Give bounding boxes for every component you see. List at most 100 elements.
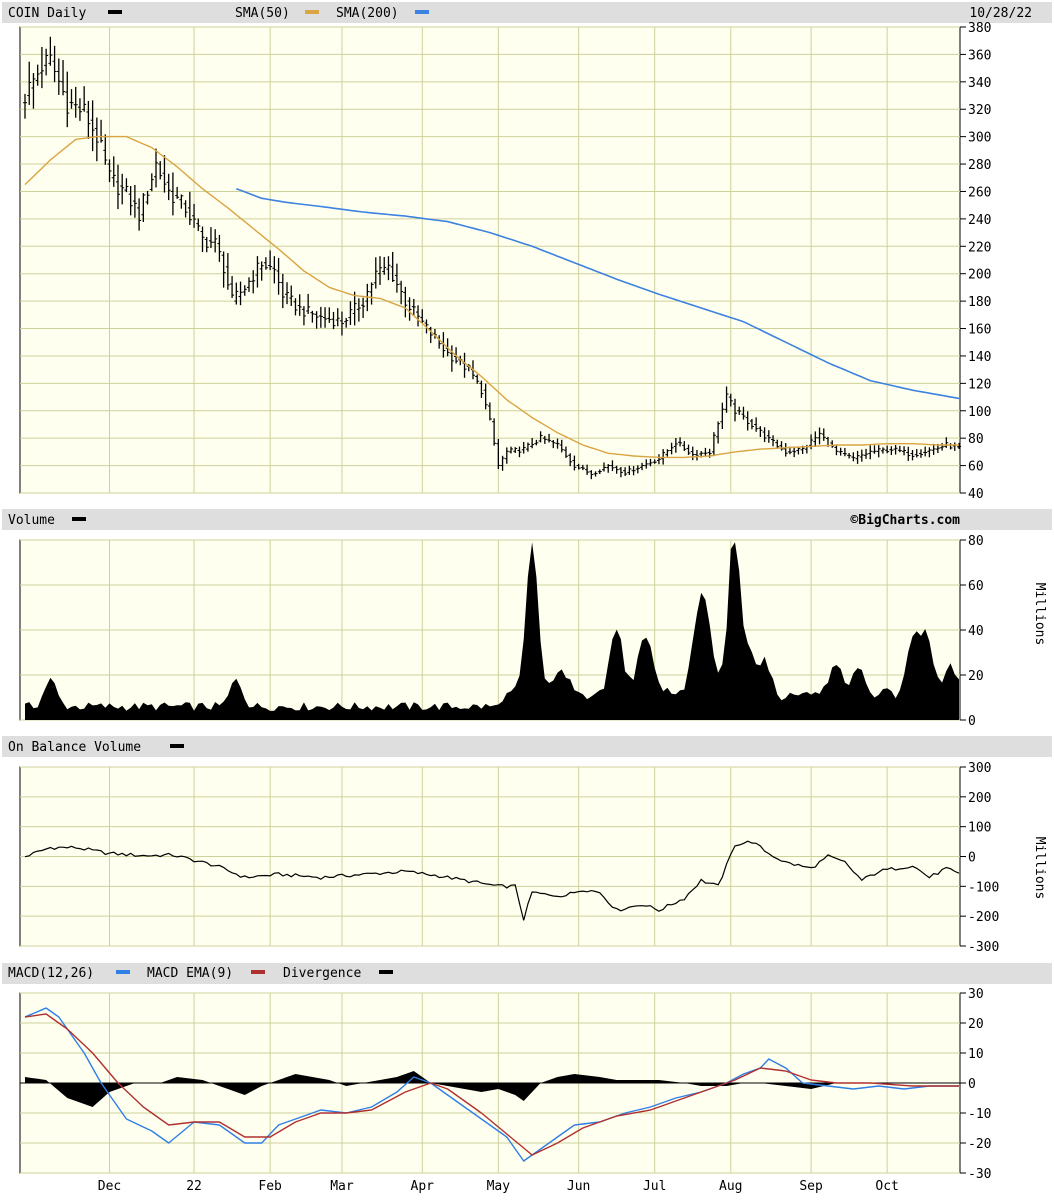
price-bar bbox=[103, 134, 108, 165]
divergence-histogram bbox=[25, 1071, 959, 1107]
price-bar bbox=[534, 439, 539, 446]
price-bar bbox=[263, 257, 268, 270]
sma50-legend-label: SMA(50) bbox=[235, 6, 290, 21]
price-bar bbox=[285, 282, 290, 305]
sma200-legend-swatch bbox=[415, 10, 429, 14]
x-axis-label: 22 bbox=[186, 1179, 202, 1194]
divergence-legend-swatch bbox=[379, 970, 393, 974]
price-bar bbox=[356, 298, 361, 322]
price-bar bbox=[272, 256, 277, 284]
price-bar bbox=[141, 193, 146, 222]
price-bar bbox=[107, 159, 112, 183]
obv-title: On Balance Volume bbox=[8, 740, 141, 755]
price-bar bbox=[716, 421, 721, 444]
price-bar bbox=[918, 449, 923, 458]
price-tick-label: 360 bbox=[968, 48, 991, 63]
price-bar bbox=[382, 257, 387, 275]
price-bar bbox=[61, 60, 66, 96]
macd-ema-line bbox=[24, 1013, 959, 1156]
sma200-legend-label: SMA(200) bbox=[336, 6, 399, 21]
price-bar bbox=[686, 444, 691, 455]
price-bar bbox=[35, 64, 40, 86]
price-bar bbox=[771, 435, 776, 447]
price-tick-label: 160 bbox=[968, 323, 991, 338]
macd-legend-swatch bbox=[116, 970, 130, 974]
price-bar bbox=[204, 236, 209, 253]
price-bar bbox=[876, 445, 881, 458]
price-bar bbox=[530, 438, 535, 449]
price-bar bbox=[673, 437, 678, 453]
price-plot-area bbox=[19, 26, 961, 494]
price-bar bbox=[242, 285, 247, 296]
price-bar bbox=[834, 444, 839, 456]
price-bar bbox=[509, 446, 514, 454]
sma200-line bbox=[236, 187, 960, 400]
price-bar bbox=[572, 455, 577, 471]
price-bar bbox=[893, 445, 898, 455]
price-bar bbox=[665, 449, 670, 457]
price-bar bbox=[504, 447, 509, 464]
price-bar bbox=[830, 440, 835, 448]
price-bar bbox=[344, 317, 349, 328]
obv-tick-label: 300 bbox=[968, 761, 991, 776]
price-bar bbox=[851, 452, 856, 462]
price-bar bbox=[669, 442, 674, 455]
price-bar bbox=[378, 256, 383, 285]
price-bar bbox=[399, 280, 404, 305]
price-bar bbox=[69, 89, 74, 109]
obv-line bbox=[24, 840, 960, 921]
price-bar bbox=[208, 227, 213, 249]
price-bar bbox=[179, 194, 184, 209]
price-bar bbox=[318, 306, 323, 328]
price-bar bbox=[416, 305, 421, 327]
price-bar bbox=[479, 380, 484, 398]
price-bar bbox=[90, 100, 95, 152]
price-bar bbox=[821, 428, 826, 441]
price-bar bbox=[576, 463, 581, 470]
price-bar bbox=[749, 418, 754, 430]
price-bar bbox=[276, 258, 281, 295]
price-bar bbox=[880, 447, 885, 454]
macd-tick-label: 20 bbox=[968, 1017, 984, 1032]
sma50-legend-swatch bbox=[305, 10, 319, 14]
price-bar bbox=[779, 441, 784, 451]
price-tick-label: 220 bbox=[968, 240, 991, 255]
price-bar bbox=[56, 58, 61, 95]
price-bar bbox=[775, 439, 780, 449]
price-bar bbox=[601, 462, 606, 472]
price-bar bbox=[627, 465, 632, 475]
chart-date: 10/28/22 bbox=[969, 6, 1032, 21]
price-bar bbox=[94, 117, 99, 162]
price-tick-label: 60 bbox=[968, 460, 984, 475]
macd-line bbox=[24, 1007, 959, 1162]
price-bar bbox=[580, 464, 585, 471]
price-tick-label: 300 bbox=[968, 131, 991, 146]
price-bar bbox=[897, 445, 902, 453]
price-tick-label: 140 bbox=[968, 350, 991, 365]
price-bar bbox=[225, 253, 230, 290]
price-bar bbox=[623, 467, 628, 476]
price-bar bbox=[255, 256, 260, 288]
sma50-line bbox=[24, 135, 959, 459]
price-bar bbox=[124, 178, 129, 193]
price-bar bbox=[111, 156, 116, 187]
price-bar bbox=[149, 173, 154, 192]
price-bar bbox=[128, 186, 133, 216]
price-bar bbox=[783, 443, 788, 457]
price-tick-label: 40 bbox=[968, 487, 984, 502]
volume-tick-label: 0 bbox=[968, 714, 976, 729]
price-bar bbox=[154, 148, 159, 188]
price-bar bbox=[885, 445, 890, 454]
price-bar bbox=[682, 441, 687, 451]
price-bar bbox=[737, 406, 742, 415]
price-bar bbox=[390, 251, 395, 282]
price-bar bbox=[394, 263, 399, 293]
price-bar bbox=[944, 437, 949, 448]
price-bar bbox=[703, 447, 708, 457]
price-bar bbox=[813, 431, 818, 447]
price-bar bbox=[369, 282, 374, 305]
volume-area bbox=[25, 542, 959, 720]
price-bar bbox=[720, 402, 725, 429]
obv-tick-label: -100 bbox=[968, 880, 999, 895]
